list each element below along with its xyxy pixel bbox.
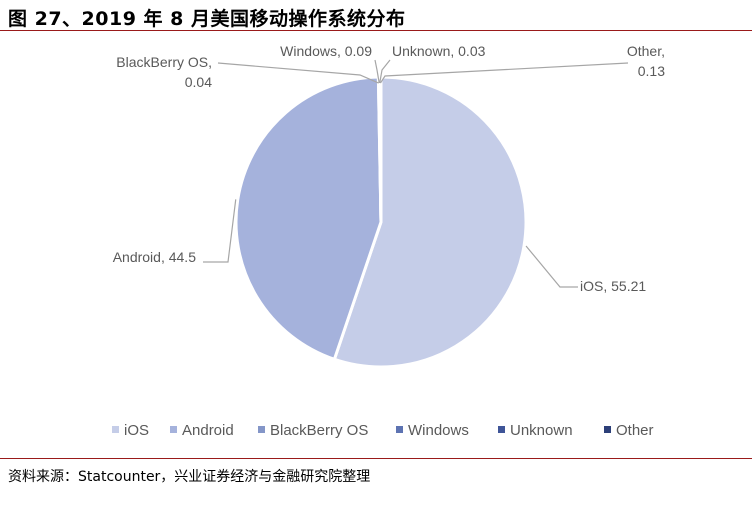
- data-label-other-line-2: 0.13: [638, 63, 665, 79]
- chart-title: 图 27、2019 年 8 月美国移动操作系统分布: [8, 8, 406, 30]
- data-label-unknown: Unknown, 0.03: [392, 43, 486, 59]
- legend-swatch-unknown: [498, 426, 505, 433]
- pie-slices: [234, 75, 528, 369]
- legend-swatch-android: [170, 426, 177, 433]
- legend-label-ios: iOS: [124, 422, 149, 439]
- legend-swatch-other: [604, 426, 611, 433]
- data-label-blackberry-os-line-1: BlackBerry OS,: [116, 54, 212, 70]
- data-label-blackberry-os-line-2: 0.04: [185, 74, 212, 90]
- leader-line-unknown: [379, 59, 391, 84]
- legend-item-blackberry-os: BlackBerry OS: [258, 422, 368, 439]
- data-label-windows: Windows, 0.09: [280, 43, 372, 59]
- legend-label-windows: Windows: [408, 422, 469, 439]
- data-labels: iOS, 55.21 Android, 44.5 BlackBerry OS, 0.0…: [113, 43, 666, 294]
- legend-item-other: Other: [604, 422, 654, 439]
- data-label-android: Android, 44.5: [113, 249, 196, 265]
- legend-swatch-ios: [112, 426, 119, 433]
- leader-lines: [203, 59, 629, 288]
- pie-slice-android: [234, 75, 383, 362]
- legend-label-unknown: Unknown: [510, 422, 573, 439]
- source-note: 资料来源：Statcounter，兴业证券经济与金融研究院整理: [8, 469, 371, 485]
- leader-line-windows: [374, 59, 380, 84]
- legend-item-android: Android: [170, 422, 234, 439]
- leader-line-android: [203, 199, 237, 263]
- legend: iOS Android BlackBerry OS Windows Unknown Oth…: [112, 422, 654, 439]
- legend-label-blackberry-os: BlackBerry OS: [270, 422, 368, 439]
- legend-swatch-windows: [396, 426, 403, 433]
- leader-line-ios: [525, 245, 578, 288]
- legend-item-windows: Windows: [396, 422, 469, 439]
- pie-slice-other: [378, 75, 383, 223]
- legend-label-android: Android: [182, 422, 234, 439]
- legend-item-ios: iOS: [112, 422, 149, 439]
- legend-swatch-blackberry-os: [258, 426, 265, 433]
- leader-line-other: [379, 62, 629, 84]
- legend-label-other: Other: [616, 422, 654, 439]
- data-label-ios: iOS, 55.21: [580, 278, 646, 294]
- title-rule: [0, 30, 752, 31]
- leader-line-blackberry-os: [217, 62, 379, 84]
- pie-chart: iOS, 55.21 Android, 44.5 BlackBerry OS, 0.0…: [112, 43, 666, 439]
- data-label-other-line-1: Other,: [627, 43, 665, 59]
- source-rule: [0, 458, 752, 459]
- legend-item-unknown: Unknown: [498, 422, 573, 439]
